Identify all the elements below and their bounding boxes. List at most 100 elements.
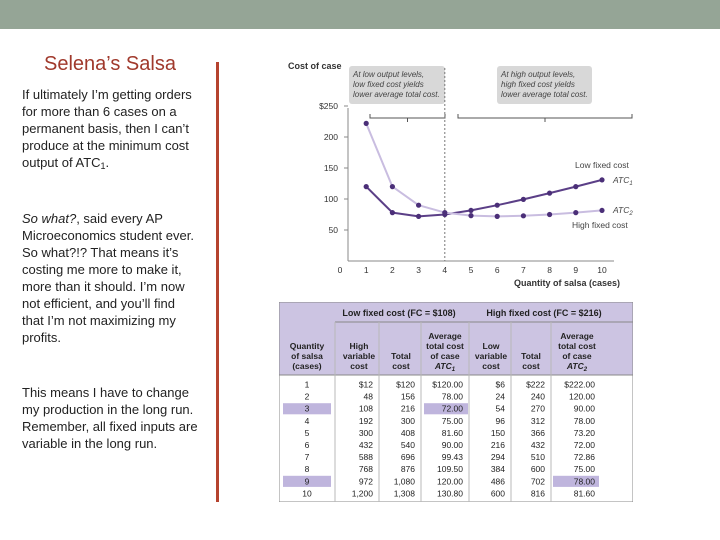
table-cell: 48: [364, 392, 374, 402]
series-atc-label-high: ATC2: [612, 205, 633, 217]
table-cell: 1: [305, 380, 310, 390]
table-cell: $222: [526, 380, 545, 390]
x-tick-label: 8: [547, 265, 552, 275]
table-cell: 600: [531, 464, 545, 474]
paragraph-2-text: , said every AP Microeconomics student e…: [22, 211, 194, 345]
series-label-low: Low fixed cost: [575, 160, 629, 170]
data-point-low: [547, 190, 553, 196]
table-cell: 4: [305, 416, 310, 426]
table-cell: $222.00: [564, 380, 595, 390]
table-cell: 78.00: [574, 416, 596, 426]
table-cell: 120.00: [569, 392, 595, 402]
table-cell: 24: [496, 392, 506, 402]
table-cell: 108: [359, 404, 373, 414]
table-cell: 510: [531, 452, 545, 462]
paragraph-1-end: .: [105, 155, 110, 170]
table-cell: 81.60: [442, 428, 464, 438]
low-fixed-cost-header: Low fixed cost (FC = $108): [342, 308, 455, 318]
y-tick-label: 100: [324, 194, 338, 204]
data-point-high: [547, 211, 553, 218]
table-cell: 876: [401, 464, 415, 474]
column-header-atc: ATC1: [434, 361, 456, 373]
series-line-low: [365, 178, 603, 218]
data-point-high: [416, 202, 422, 208]
table-cell: $120: [396, 380, 415, 390]
y-tick-label: 150: [324, 163, 338, 173]
column-header-line: cost: [392, 361, 410, 371]
x-tick-label: 4: [442, 265, 447, 275]
table-cell: 54: [496, 404, 506, 414]
callout-high-output-box: [497, 66, 592, 104]
data-point-low: [599, 177, 605, 183]
table-cell: 120.00: [437, 476, 463, 486]
column-header-line: of case: [430, 351, 460, 361]
table-cell: 294: [491, 452, 505, 462]
column-header-line: cost: [522, 361, 540, 371]
data-point-low: [494, 202, 500, 208]
column-header-line: Low: [483, 341, 500, 351]
series-atc-subscript-high: 2: [628, 211, 633, 217]
x-tick-label: 3: [416, 265, 421, 275]
column-header-line: total cost: [426, 341, 464, 351]
table-cell: $6: [496, 380, 506, 390]
paragraph-2-italic: So what?: [22, 211, 77, 226]
table-cell: 972: [359, 476, 373, 486]
callout-low-output-line: At low output levels,: [352, 70, 424, 79]
table-cell: 300: [401, 416, 415, 426]
table-cell: 600: [491, 488, 505, 498]
table-cell: 8: [305, 464, 310, 474]
cost-chart: Cost of case At low output levels,low fix…: [288, 61, 633, 288]
callout-high-output-line: lower average total cost.: [501, 90, 588, 99]
table-cell: 156: [401, 392, 415, 402]
table-cell: 81.60: [574, 488, 596, 498]
table-cell: 192: [359, 416, 373, 426]
table-cell: 486: [491, 476, 505, 486]
y-tick-label: $250: [319, 101, 338, 111]
x-tick-label: 6: [495, 265, 500, 275]
series-atc-subscript-low: 1: [629, 181, 632, 187]
data-point-high: [573, 210, 579, 216]
table-cell: 150: [491, 428, 505, 438]
table-cell: 90.00: [574, 404, 596, 414]
x-tick-label: 10: [597, 265, 607, 275]
data-point-high: [494, 213, 500, 219]
column-header-atc-subscript: 1: [452, 367, 456, 373]
table-cell: 270: [531, 404, 545, 414]
table-cell: 1,080: [394, 476, 416, 486]
top-bar: [0, 0, 720, 29]
x-tick-label: 9: [573, 265, 578, 275]
callout-high-output-line: high fixed cost yields: [501, 80, 575, 89]
x-tick-label: 1: [364, 265, 369, 275]
series-atc-label-low: ATC1: [612, 175, 633, 187]
table-cell: 240: [531, 392, 545, 402]
table-cell: 540: [401, 440, 415, 450]
table-cell: 78.00: [574, 476, 596, 486]
x-tick-label: 5: [469, 265, 474, 275]
table-cell: 432: [359, 440, 373, 450]
column-header-line: of salsa: [291, 351, 323, 361]
column-header-line: cost: [350, 361, 368, 371]
table-cell: 72.86: [574, 452, 596, 462]
x-tick-label: 7: [521, 265, 526, 275]
slide-title: Selena’s Salsa: [44, 53, 176, 75]
data-point-low: [389, 210, 395, 216]
table-cell: 10: [302, 488, 312, 498]
data-point-high: [599, 207, 605, 214]
data-point-low: [468, 207, 474, 214]
data-point-high: [442, 210, 448, 216]
table-header-bg: [279, 302, 633, 375]
callout-high-output-bracket: [457, 114, 633, 122]
table-cell: 2: [305, 392, 310, 402]
table-cell: $120.00: [432, 380, 463, 390]
column-header-line: Average: [428, 331, 462, 341]
table-cell: 73.20: [574, 428, 596, 438]
table-cell: 1,308: [394, 488, 416, 498]
table-cell: 1,200: [352, 488, 374, 498]
column-header-line: total cost: [558, 341, 596, 351]
paragraph-1-text: If ultimately I’m getting orders for mor…: [22, 87, 192, 170]
callout-low-output-bracket: [369, 114, 446, 122]
data-point-high: [468, 213, 474, 219]
highlight-row-quantity: [283, 403, 331, 415]
table-cell: 408: [401, 428, 415, 438]
column-header-line: of case: [562, 351, 592, 361]
